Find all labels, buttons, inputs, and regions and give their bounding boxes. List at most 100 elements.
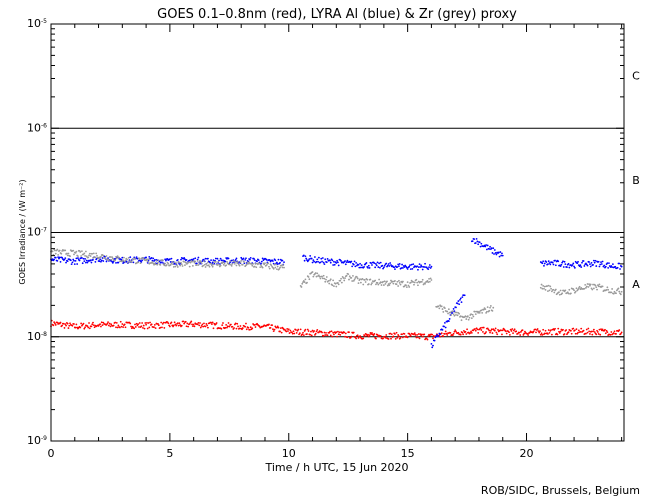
data-point <box>54 322 56 325</box>
data-point <box>314 272 317 274</box>
data-point <box>118 256 121 259</box>
data-point <box>175 262 178 265</box>
data-point <box>575 328 578 331</box>
data-point <box>466 315 469 318</box>
data-point <box>56 248 59 251</box>
flare-class-labels: A B C <box>632 70 640 291</box>
data-point <box>619 268 621 270</box>
data-point <box>606 331 609 334</box>
data-point <box>135 322 138 325</box>
data-point <box>501 333 503 336</box>
data-point <box>230 264 233 267</box>
data-point <box>572 327 575 330</box>
data-point <box>321 260 323 263</box>
data-point <box>105 255 108 257</box>
data-point <box>211 261 214 264</box>
data-point <box>222 261 224 263</box>
data-point <box>249 328 251 331</box>
data-point <box>443 307 446 310</box>
data-point <box>87 256 90 259</box>
data-point <box>86 325 89 328</box>
data-point <box>306 333 308 335</box>
data-point <box>353 260 356 263</box>
data-point <box>260 264 262 266</box>
data-point <box>277 258 280 261</box>
data-point <box>409 268 412 271</box>
data-point <box>122 326 125 329</box>
data-point <box>316 272 319 275</box>
data-point <box>332 279 335 282</box>
data-point <box>274 266 277 269</box>
data-point <box>437 305 440 308</box>
data-point <box>234 259 237 261</box>
data-point <box>268 267 271 270</box>
data-point <box>145 256 148 259</box>
data-point <box>72 258 75 261</box>
data-point <box>598 283 601 286</box>
data-point <box>225 264 228 267</box>
data-point <box>160 321 163 324</box>
data-point <box>169 261 172 263</box>
data-point <box>168 258 171 261</box>
data-point <box>458 303 461 306</box>
data-point <box>534 328 537 331</box>
data-point <box>326 258 329 260</box>
data-series <box>50 237 623 349</box>
data-point <box>359 281 362 284</box>
data-point <box>121 323 124 325</box>
data-point <box>293 332 296 335</box>
data-point <box>344 332 347 335</box>
data-point <box>427 281 430 284</box>
data-point <box>161 259 164 261</box>
data-point <box>310 257 313 260</box>
data-point <box>616 266 619 269</box>
data-point <box>310 330 312 333</box>
data-point <box>417 266 420 268</box>
data-point <box>461 331 464 334</box>
data-point <box>123 256 125 259</box>
data-point <box>273 263 276 266</box>
data-point <box>354 265 357 268</box>
data-point <box>390 264 392 266</box>
data-point <box>82 257 85 260</box>
data-point <box>102 321 105 324</box>
data-point <box>449 331 452 334</box>
data-point <box>567 331 570 334</box>
data-point <box>536 328 539 330</box>
data-point <box>538 331 541 334</box>
data-point <box>191 323 193 326</box>
data-point <box>547 284 550 287</box>
data-point <box>193 325 196 328</box>
data-point <box>142 324 145 327</box>
data-point <box>398 263 401 265</box>
data-point <box>558 293 561 296</box>
data-point <box>454 329 457 331</box>
data-point <box>316 258 319 261</box>
data-point <box>191 325 194 328</box>
data-point <box>65 261 67 264</box>
data-point <box>176 264 178 267</box>
data-point <box>212 263 215 266</box>
data-point <box>348 278 350 281</box>
data-point <box>331 335 334 338</box>
data-point <box>337 282 339 284</box>
data-point <box>456 314 459 317</box>
data-point <box>451 310 454 313</box>
data-point <box>416 281 419 284</box>
data-point <box>153 326 155 329</box>
data-point <box>384 336 387 339</box>
data-point <box>184 320 187 323</box>
data-point <box>436 333 438 336</box>
data-point <box>99 258 102 261</box>
data-point <box>205 323 208 325</box>
data-point <box>333 333 335 336</box>
data-point <box>382 266 385 269</box>
data-point <box>212 327 215 330</box>
data-point <box>477 243 480 246</box>
data-point <box>337 283 340 286</box>
data-point <box>224 260 227 263</box>
data-point <box>559 265 562 267</box>
data-point <box>110 258 113 261</box>
data-point <box>465 333 468 335</box>
data-point <box>306 328 309 331</box>
